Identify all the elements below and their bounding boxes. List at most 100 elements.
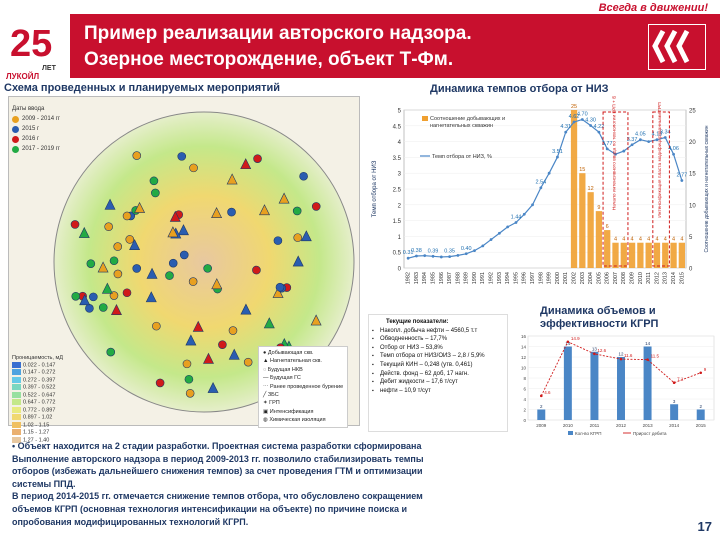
y-tick-label: 0.5 bbox=[393, 251, 402, 257]
x-tick-label: 1988 bbox=[455, 272, 461, 284]
injector-well-icon bbox=[263, 317, 275, 329]
x-tick-label: 1996 bbox=[522, 272, 528, 284]
symbol-label: Будущая НКВ bbox=[267, 366, 303, 373]
symbol-legend-item: ╱ ЗБС bbox=[263, 391, 343, 399]
producer-well-icon bbox=[253, 154, 262, 163]
x-tick-label: 2008 bbox=[621, 272, 627, 284]
dynamics-title: Динамика темпов отбора от НИЗ bbox=[430, 83, 609, 95]
x-tick-label: 1997 bbox=[530, 272, 536, 284]
bar-label: 4 bbox=[655, 237, 658, 243]
y2-axis-label: Соотношение добывающих и нагнетательных … bbox=[704, 125, 710, 252]
summary-line4: системы ППД. bbox=[12, 478, 76, 489]
eff-y-tick: 0 bbox=[523, 418, 526, 423]
map-canvas bbox=[53, 111, 355, 413]
bar bbox=[678, 242, 685, 268]
producer-well-icon bbox=[125, 235, 135, 244]
scale-item: 0.272 - 0.397 bbox=[12, 376, 63, 384]
bar-label: 4 bbox=[622, 237, 625, 243]
rate-point bbox=[663, 136, 667, 139]
x-tick-label: 1986 bbox=[439, 272, 445, 284]
bar-label: 4 bbox=[631, 237, 634, 243]
eff-legend-bar-swatch bbox=[568, 431, 573, 435]
rate-label: 0.40 bbox=[461, 246, 472, 252]
y-tick-label: 0 bbox=[398, 267, 402, 273]
rate-point bbox=[638, 138, 642, 142]
symbol-legend-item: ◌ Будущая НКВ bbox=[263, 366, 343, 374]
injector-well-icon bbox=[278, 192, 290, 204]
injector-well-icon bbox=[226, 173, 238, 185]
symbol-icon: ◌ bbox=[263, 366, 268, 373]
injector-well-icon bbox=[292, 255, 304, 267]
x-tick-label: 2010 bbox=[638, 272, 644, 284]
producer-well-icon bbox=[189, 163, 198, 173]
scale-swatch bbox=[12, 406, 21, 413]
rate-point bbox=[680, 179, 684, 182]
date-legend-label: 2017 - 2019 гг bbox=[22, 146, 61, 152]
x-tick-label: 1990 bbox=[472, 272, 478, 284]
eff-point bbox=[619, 357, 623, 361]
date-legend-label: 2009 - 2014 гг bbox=[22, 116, 61, 122]
scale-item: 0.772 - 0.897 bbox=[12, 406, 63, 414]
x-tick-label: 1999 bbox=[547, 272, 553, 284]
symbol-label: Интенсификация bbox=[269, 408, 314, 415]
symbol-label: Нагнетательная скв. bbox=[269, 358, 322, 365]
rate-label: 4.30 bbox=[585, 117, 596, 123]
injector-well-icon bbox=[110, 303, 122, 315]
scale-item: 0.897 - 1.02 bbox=[12, 414, 63, 421]
efficiency-title-line1: Динамика объемов и bbox=[540, 305, 656, 317]
injector-well-icon bbox=[211, 207, 223, 219]
injector-well-icon bbox=[79, 294, 91, 306]
x-tick-label: 1984 bbox=[422, 272, 428, 284]
producer-well-icon bbox=[179, 250, 189, 260]
date-legend-label: 2016 г bbox=[22, 136, 40, 142]
indicator-item: Действ. фонд – 62 доб, 17 нагн. bbox=[372, 370, 504, 379]
injector-well-icon bbox=[192, 320, 204, 332]
eff-y-tick: 16 bbox=[521, 334, 527, 339]
symbol-legend-item: ▣ Интенсификация bbox=[263, 408, 343, 416]
rate-point bbox=[605, 147, 609, 151]
indicator-item: Текущий КИН – 0,248 (утв. 0,461) bbox=[372, 361, 504, 370]
rate-label: 4.05 bbox=[635, 132, 646, 138]
x-tick-label: 2005 bbox=[596, 272, 602, 284]
date-legend-title: Даты ввода bbox=[12, 106, 45, 112]
injector-well-icon bbox=[177, 224, 189, 236]
scale-item: 1.15 - 1.27 bbox=[12, 429, 63, 436]
producer-well-icon bbox=[273, 236, 283, 245]
date-legend-item: 2016 г bbox=[12, 134, 60, 144]
indicator-item: Обводненность – 17,7% bbox=[372, 335, 504, 344]
rate-label: 1.44 bbox=[511, 214, 522, 220]
bar-label: 4 bbox=[672, 237, 675, 243]
eff-bar bbox=[537, 409, 546, 420]
producer-well-icon bbox=[218, 340, 227, 349]
bar-label: 15 bbox=[579, 167, 585, 173]
field-contour bbox=[53, 111, 355, 413]
injector-well-icon bbox=[272, 286, 284, 298]
producer-well-icon bbox=[113, 242, 123, 251]
indicator-item: Темп отбора от НИЗ/ОИЗ – 2,8 / 5,9% bbox=[372, 352, 504, 361]
grp-period-box bbox=[602, 111, 629, 267]
dynamics-chart: 0 0.5 1 1.5 2 2.5 3 3.5 4 4.5 5 0 5 10 15 20 25 Темп отбо… bbox=[364, 89, 718, 304]
bar-label: 4 bbox=[614, 237, 617, 243]
bar-label: 6 bbox=[606, 224, 609, 230]
bar bbox=[579, 173, 586, 268]
eff-y-tick: 8 bbox=[523, 376, 526, 381]
symbol-label: Добывающая скв. bbox=[267, 350, 314, 356]
bar bbox=[595, 211, 603, 268]
scale-title: Проницаемость, мД bbox=[12, 355, 63, 361]
scale-item: 0.522 - 0.647 bbox=[12, 391, 63, 399]
rate-point bbox=[497, 231, 501, 235]
scale-label: 0.397 - 0.522 bbox=[23, 384, 56, 391]
logo-number: 25 bbox=[10, 23, 52, 65]
summary-line3: отборов (избежать дальнейшего снижения т… bbox=[12, 466, 423, 477]
scale-label: 0.522 - 0.647 bbox=[23, 392, 56, 399]
rate-point bbox=[481, 244, 485, 248]
eff-x-tick: 2010 bbox=[563, 423, 574, 428]
legend-bar-label-2: нагнетательных скважин bbox=[430, 123, 493, 129]
bar bbox=[662, 242, 669, 268]
rate-point bbox=[589, 124, 593, 127]
scale-swatch bbox=[12, 391, 21, 398]
rate-point bbox=[539, 186, 543, 190]
injector-well-icon bbox=[259, 204, 270, 216]
date-legend-item: 2017 - 2019 гг bbox=[12, 144, 60, 154]
eff-point-label: 14.9 bbox=[571, 336, 580, 341]
